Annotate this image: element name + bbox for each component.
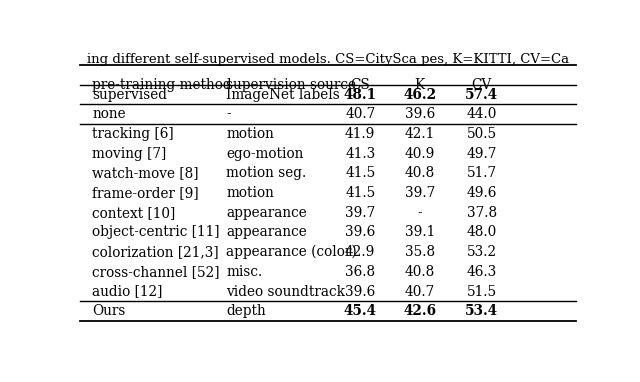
Text: ing different self-supervised models. CS=CitySca pes, K=KITTI, CV=Ca: ing different self-supervised models. CS…: [87, 53, 569, 66]
Text: pre-training method: pre-training method: [92, 78, 232, 92]
Text: 37.8: 37.8: [467, 206, 497, 220]
Text: 46.3: 46.3: [467, 265, 497, 279]
Text: 46.2: 46.2: [403, 87, 436, 102]
Text: ego-motion: ego-motion: [227, 147, 304, 161]
Text: 39.6: 39.6: [345, 225, 376, 240]
Text: video soundtrack: video soundtrack: [227, 285, 346, 299]
Text: 40.8: 40.8: [404, 166, 435, 180]
Text: 42.6: 42.6: [403, 304, 436, 318]
Text: 39.6: 39.6: [404, 107, 435, 121]
Text: 49.7: 49.7: [467, 147, 497, 161]
Text: appearance (color): appearance (color): [227, 245, 357, 259]
Text: audio [12]: audio [12]: [92, 285, 163, 299]
Text: 39.6: 39.6: [345, 285, 376, 299]
Text: 53.4: 53.4: [465, 304, 499, 318]
Text: context [10]: context [10]: [92, 206, 175, 220]
Text: 39.1: 39.1: [404, 225, 435, 240]
Text: 53.2: 53.2: [467, 245, 497, 259]
Text: 39.7: 39.7: [404, 186, 435, 200]
Text: 40.9: 40.9: [404, 147, 435, 161]
Text: 41.5: 41.5: [345, 186, 376, 200]
Text: 41.9: 41.9: [345, 127, 376, 141]
Text: motion: motion: [227, 186, 274, 200]
Text: watch-move [8]: watch-move [8]: [92, 166, 199, 180]
Text: colorization [21,3]: colorization [21,3]: [92, 245, 219, 259]
Text: motion: motion: [227, 127, 274, 141]
Text: 48.1: 48.1: [344, 87, 377, 102]
Text: CS: CS: [350, 78, 370, 92]
Text: appearance: appearance: [227, 206, 307, 220]
Text: motion seg.: motion seg.: [227, 166, 307, 180]
Text: misc.: misc.: [227, 265, 262, 279]
Text: 36.8: 36.8: [345, 265, 375, 279]
Text: K: K: [415, 78, 425, 92]
Text: 35.8: 35.8: [404, 245, 435, 259]
Text: 50.5: 50.5: [467, 127, 497, 141]
Text: supervision source: supervision source: [227, 78, 356, 92]
Text: -: -: [227, 107, 231, 121]
Text: 44.0: 44.0: [467, 107, 497, 121]
Text: depth: depth: [227, 304, 266, 318]
Text: ImageNet labels: ImageNet labels: [227, 87, 340, 102]
Text: 41.3: 41.3: [345, 147, 376, 161]
Text: tracking [6]: tracking [6]: [92, 127, 174, 141]
Text: supervised: supervised: [92, 87, 168, 102]
Text: 51.5: 51.5: [467, 285, 497, 299]
Text: 39.7: 39.7: [345, 206, 376, 220]
Text: 49.6: 49.6: [467, 186, 497, 200]
Text: 45.4: 45.4: [344, 304, 377, 318]
Text: 57.4: 57.4: [465, 87, 499, 102]
Text: 40.8: 40.8: [404, 265, 435, 279]
Text: 41.5: 41.5: [345, 166, 376, 180]
Text: frame-order [9]: frame-order [9]: [92, 186, 199, 200]
Text: CV: CV: [472, 78, 492, 92]
Text: Ours: Ours: [92, 304, 126, 318]
Text: 40.7: 40.7: [345, 107, 376, 121]
Text: 42.1: 42.1: [404, 127, 435, 141]
Text: appearance: appearance: [227, 225, 307, 240]
Text: cross-channel [52]: cross-channel [52]: [92, 265, 220, 279]
Text: object-centric [11]: object-centric [11]: [92, 225, 220, 240]
Text: 48.0: 48.0: [467, 225, 497, 240]
Text: 51.7: 51.7: [467, 166, 497, 180]
Text: 40.7: 40.7: [404, 285, 435, 299]
Text: 42.9: 42.9: [345, 245, 376, 259]
Text: -: -: [417, 206, 422, 220]
Text: none: none: [92, 107, 126, 121]
Text: moving [7]: moving [7]: [92, 147, 166, 161]
